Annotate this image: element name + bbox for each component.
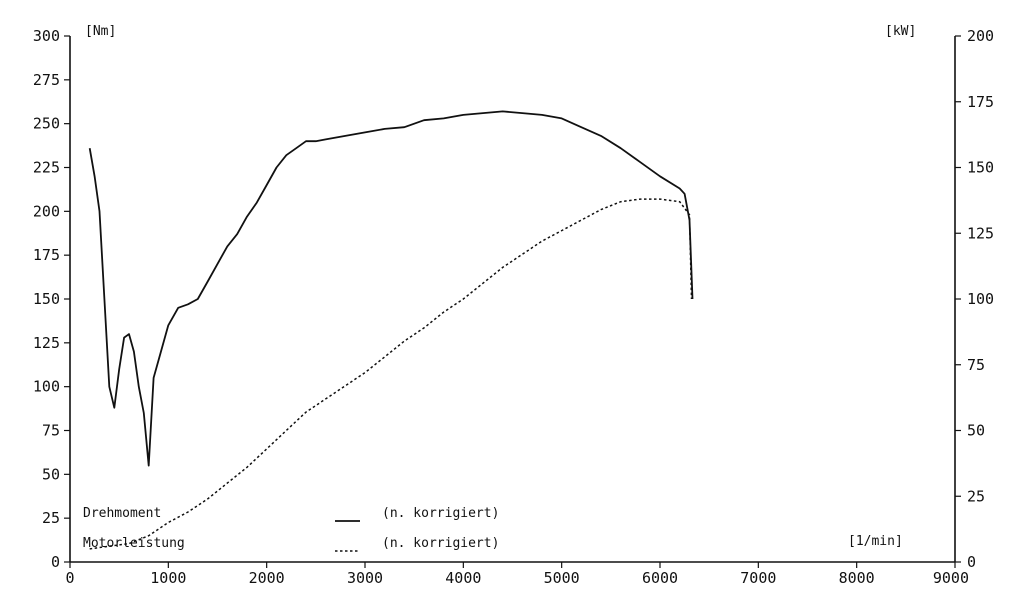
right-y-tick-label: 25 (967, 487, 985, 505)
left-y-tick-label: 200 (33, 202, 60, 220)
x-tick-label: 6000 (642, 569, 678, 587)
legend-label-drehmoment: Drehmoment (83, 506, 161, 521)
left-y-tick-label: 0 (51, 553, 60, 571)
left-y-tick-label: 25 (42, 509, 60, 527)
left-y-tick-label: 125 (33, 334, 60, 352)
series-line-motorleistung (89, 198, 693, 550)
x-tick-label: 1000 (150, 569, 186, 587)
right-y-tick-label: 200 (967, 27, 994, 45)
chart-axes (69, 36, 956, 563)
x-tick-label: 9000 (933, 569, 969, 587)
legend-note-motorleistung: (n. korrigiert) (382, 536, 499, 551)
x-tick-label: 8000 (839, 569, 875, 587)
left-y-tick-label: 150 (33, 290, 60, 308)
left-y-tick-label: 175 (33, 246, 60, 264)
right-y-tick-label: 0 (967, 553, 976, 571)
x-tick-label: 7000 (740, 569, 776, 587)
x-tick-label: 5000 (544, 569, 580, 587)
x-tick-label: 0 (65, 569, 74, 587)
left-y-tick-label: 250 (33, 115, 60, 133)
left-y-tick-label: 275 (33, 71, 60, 89)
left-y-tick-label: 300 (33, 27, 60, 45)
right-y-tick-label: 150 (967, 159, 994, 177)
legend-note-drehmoment: (n. korrigiert) (382, 506, 499, 521)
x-ticks: 0 1000 2000 3000 4000 5000 6000 7000 8000 9000 (65, 562, 969, 587)
x-tick-label: 3000 (347, 569, 383, 587)
x-tick-label: 2000 (249, 569, 285, 587)
series-line-drehmoment (88, 110, 694, 467)
right-y-tick-label: 100 (967, 290, 994, 308)
right-y-tick-label: 175 (967, 93, 994, 111)
x-tick-label: 4000 (445, 569, 481, 587)
left-y-tick-label: 100 (33, 378, 60, 396)
right-y-unit-label: [kW] (885, 24, 916, 39)
left-y-ticks: 0 25 50 75 100 125 150 175 200 225 250 275 300 (33, 27, 70, 571)
left-y-tick-label: 50 (42, 465, 60, 483)
right-y-tick-label: 75 (967, 356, 985, 374)
left-y-tick-label: 225 (33, 159, 60, 177)
left-y-unit-label: [Nm] (85, 24, 116, 39)
right-y-tick-label: 125 (967, 224, 994, 242)
legend: Drehmoment (n. korrigiert) Motorleistung… (83, 506, 499, 552)
x-unit-label: [1/min] (848, 534, 903, 549)
left-y-tick-label: 75 (42, 422, 60, 440)
right-y-ticks: 0 25 50 75 100 125 150 175 200 (955, 27, 994, 571)
right-y-tick-label: 50 (967, 422, 985, 440)
legend-label-motorleistung: Motorleistung (83, 536, 185, 551)
